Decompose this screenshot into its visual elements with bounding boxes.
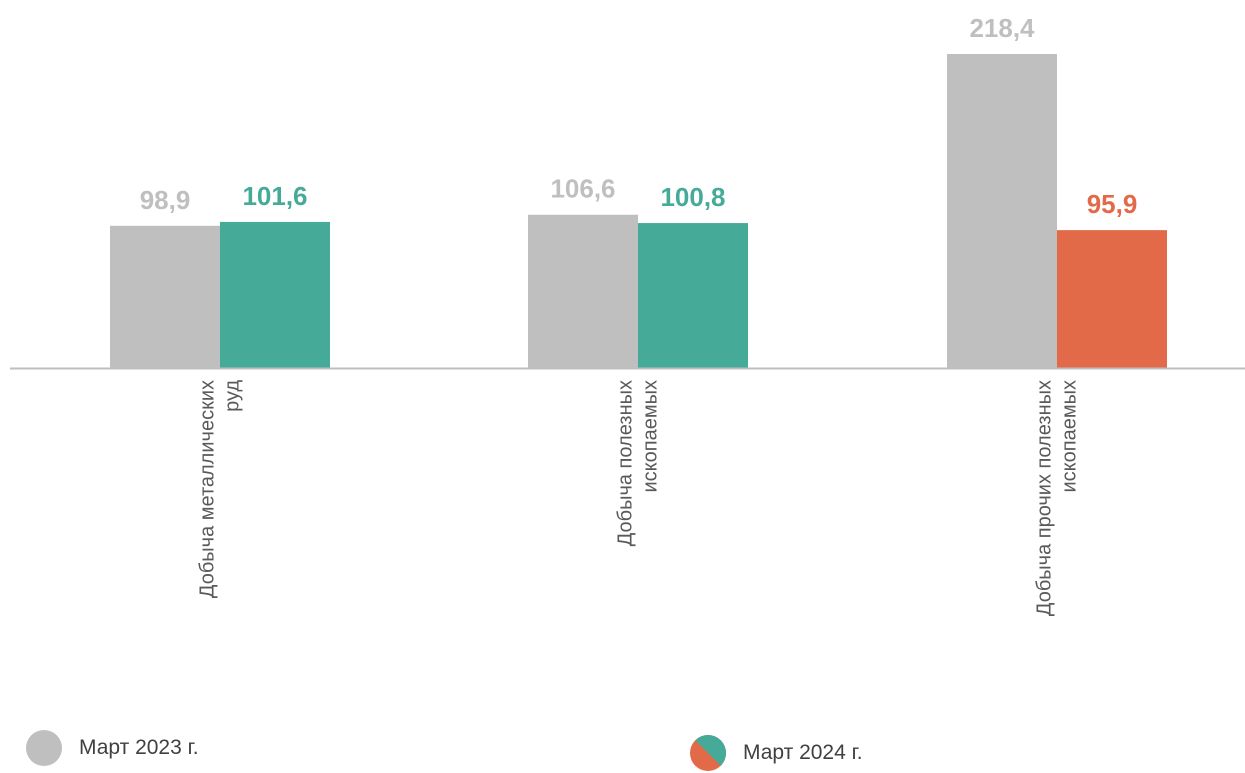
bar-s2-c2 (638, 223, 748, 368)
legend-item-march-2023: Март 2023 г. (26, 730, 199, 766)
data-label-s2-c2: 100,8 (660, 182, 725, 212)
data-label-s1-c3: 218,4 (969, 13, 1035, 43)
category-label-3-line-1: Добыча прочих полезных (1034, 380, 1056, 616)
data-label-s1-c1: 98,9 (140, 185, 191, 215)
legend-label-march-2024: Март 2024 г. (743, 741, 863, 764)
bar-s1-c1 (110, 225, 220, 368)
legend-item-march-2024: Март 2024 г. (690, 735, 863, 771)
category-label-2-line-1: Добыча полезных (615, 380, 637, 546)
bar-s2-c3 (1057, 230, 1167, 368)
bar-chart: 98,9 106,6 218,4 101,6 100,8 95,9 Добыча метал… (10, 13, 1245, 616)
legend-label-march-2023: Март 2023 г. (79, 736, 199, 759)
category-label-3-line-2: ископаемых (1059, 380, 1081, 492)
category-label-2-line-2: ископаемых (640, 380, 662, 492)
category-label-1-line-1: Добыча металлических (197, 380, 219, 598)
category-label-1-line-2: руд (222, 380, 244, 412)
bar-s1-c2 (528, 214, 638, 368)
data-label-s1-c2: 106,6 (550, 174, 615, 204)
split-circle-icon (690, 735, 726, 771)
bar-s1-c3 (947, 54, 1057, 368)
bar-s2-c1 (220, 221, 330, 368)
gray-circle-icon (26, 730, 62, 766)
chart-svg: 98,9 106,6 218,4 101,6 100,8 95,9 Добыча метал… (10, 13, 1245, 616)
data-label-s2-c1: 101,6 (242, 181, 307, 211)
data-label-s2-c3: 95,9 (1087, 189, 1138, 219)
